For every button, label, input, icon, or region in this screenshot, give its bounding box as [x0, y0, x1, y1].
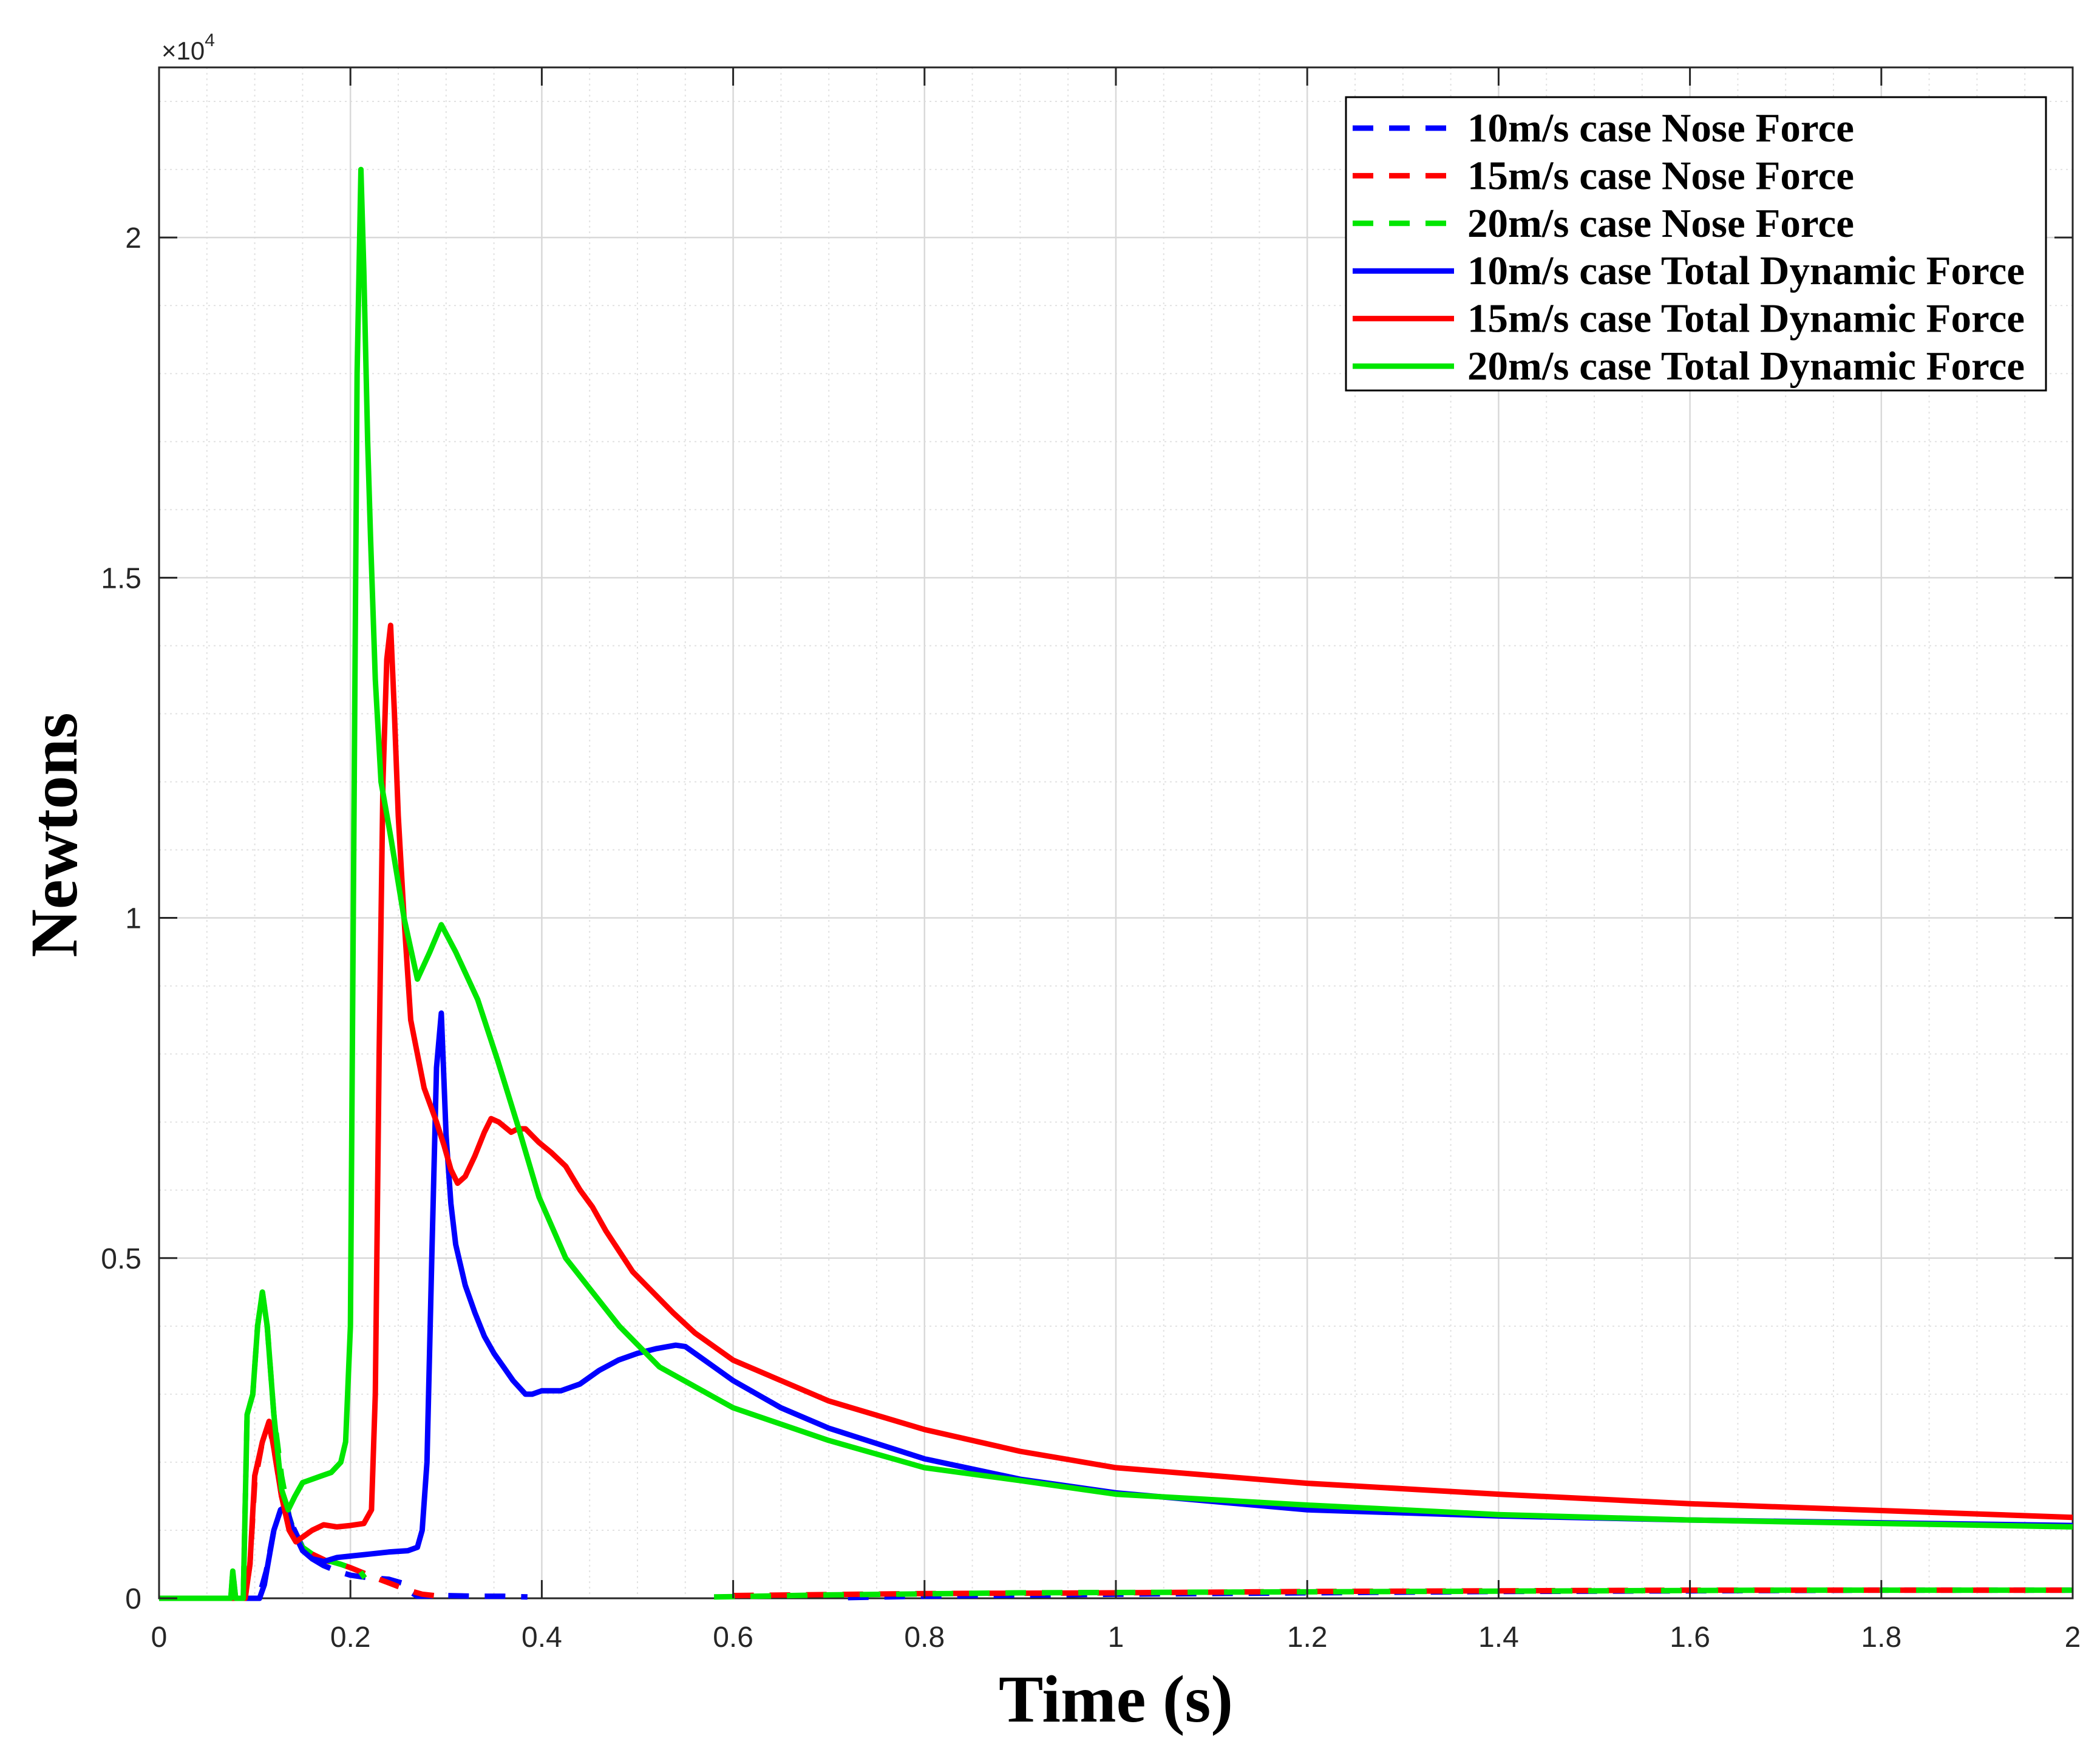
- y-tick-label: 2: [125, 222, 141, 254]
- y-tick-label: 1.5: [101, 562, 141, 595]
- legend-label: 20m/s case Total Dynamic Force: [1467, 344, 2025, 389]
- y-axis-label: Newtons: [17, 712, 91, 957]
- series-group: [159, 166, 2073, 1601]
- legend-label: 10m/s case Nose Force: [1467, 106, 1854, 151]
- x-tick-label: 0: [151, 1621, 168, 1654]
- legend-entry-10m-s-case-total-dynamic-force: 10m/s case Total Dynamic Force: [1353, 248, 2025, 293]
- y-tick-labels: 0 0.5 1 1.5 2: [101, 222, 141, 1615]
- tick-marks: [158, 67, 2074, 1600]
- x-tick-label: 2: [2065, 1621, 2081, 1654]
- x-tick-label: 0.8: [904, 1621, 945, 1654]
- 15m-s-case-nose-force-line: [159, 1422, 2073, 1601]
- x-tick-label: 1.6: [1670, 1621, 1710, 1654]
- legend-entry-20m-s-case-total-dynamic-force: 20m/s case Total Dynamic Force: [1353, 344, 2025, 389]
- x-tick-label: 1.4: [1478, 1621, 1519, 1654]
- x-tick-labels: 0 0.2 0.4 0.6 0.8 1 1.2 1.4 1.6 1.8 2: [151, 1621, 2081, 1654]
- legend-entry-15m-s-case-total-dynamic-force: 15m/s case Total Dynamic Force: [1353, 296, 2025, 341]
- legend-entry-20m-s-case-nose-force: 20m/s case Nose Force: [1353, 201, 1854, 246]
- legend-box: [1345, 96, 2047, 392]
- 20m-s-case-total-dynamic-force-line: [159, 166, 2073, 1601]
- x-tick-label: 0.6: [713, 1621, 753, 1654]
- legend-label: 15m/s case Total Dynamic Force: [1467, 296, 2025, 341]
- x-axis-label: Time (s): [999, 1662, 1233, 1736]
- y-multiplier-exponent: 4: [205, 30, 215, 50]
- y-axis-multiplier: ×104: [161, 30, 215, 65]
- legend-entry-15m-s-case-nose-force: 15m/s case Nose Force: [1353, 153, 1854, 198]
- x-tick-label: 0.2: [330, 1621, 371, 1654]
- grid: [158, 67, 2074, 1600]
- x-tick-label: 1: [1108, 1621, 1124, 1654]
- x-tick-label: 0.4: [522, 1621, 562, 1654]
- y-tick-label: 0.5: [101, 1243, 141, 1275]
- 15m-s-case-total-dynamic-force-line: [159, 622, 2073, 1601]
- y-tick-label: 1: [125, 903, 141, 935]
- legend-label: 10m/s case Total Dynamic Force: [1467, 248, 2025, 293]
- legend-label: 20m/s case Nose Force: [1467, 201, 1854, 246]
- x-tick-label: 1.8: [1861, 1621, 1901, 1654]
- legend-entry-10m-s-case-nose-force: 10m/s case Nose Force: [1353, 106, 1854, 151]
- x-tick-label: 1.2: [1287, 1621, 1328, 1654]
- y-tick-label: 0: [125, 1583, 141, 1615]
- y-multiplier-base: ×10: [161, 36, 205, 65]
- 10m-s-case-total-dynamic-force-line: [159, 1010, 2073, 1601]
- legend-label: 15m/s case Nose Force: [1467, 153, 1854, 198]
